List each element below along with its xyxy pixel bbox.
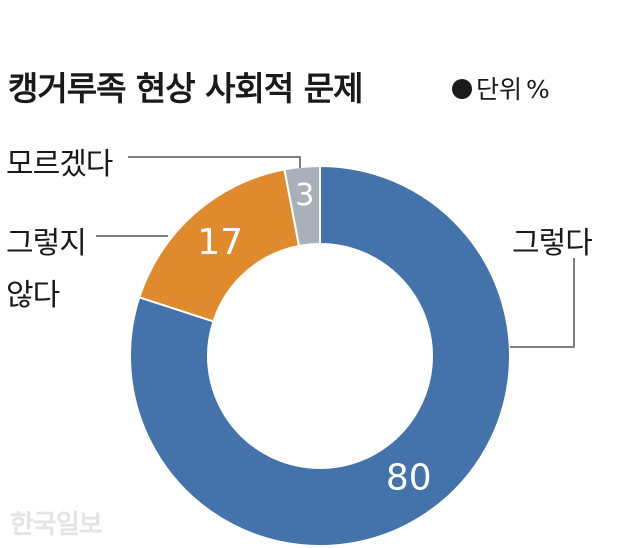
- unit-label: 단위: [476, 75, 523, 104]
- slice-yes: [129, 164, 511, 547]
- leader-lines: [96, 156, 575, 348]
- slice-label-no-line1: 그렇지: [6, 226, 87, 261]
- chart-title: 캥거루족 현상 사회적 문제: [8, 69, 363, 108]
- leader-line-yes: [510, 258, 575, 348]
- value-labels: 80 17 3: [197, 178, 431, 498]
- slice-unknown: [283, 164, 321, 248]
- value-label-yes: 80: [386, 458, 432, 499]
- unit-symbol: %: [526, 75, 550, 104]
- slice-label-unknown: 모르겠다: [6, 147, 113, 182]
- donut-slices: [129, 164, 511, 547]
- slice-label-yes: 그렇다: [512, 226, 593, 261]
- unit-note: 단위%: [452, 70, 550, 106]
- value-label-no: 17: [197, 222, 243, 263]
- value-label-unknown: 3: [295, 178, 314, 213]
- bullet-dot-icon: [452, 79, 472, 99]
- watermark-logo: 한국일보: [10, 510, 103, 540]
- leader-line-unknown: [128, 156, 301, 168]
- slice-label-no-line2: 않다: [6, 278, 60, 313]
